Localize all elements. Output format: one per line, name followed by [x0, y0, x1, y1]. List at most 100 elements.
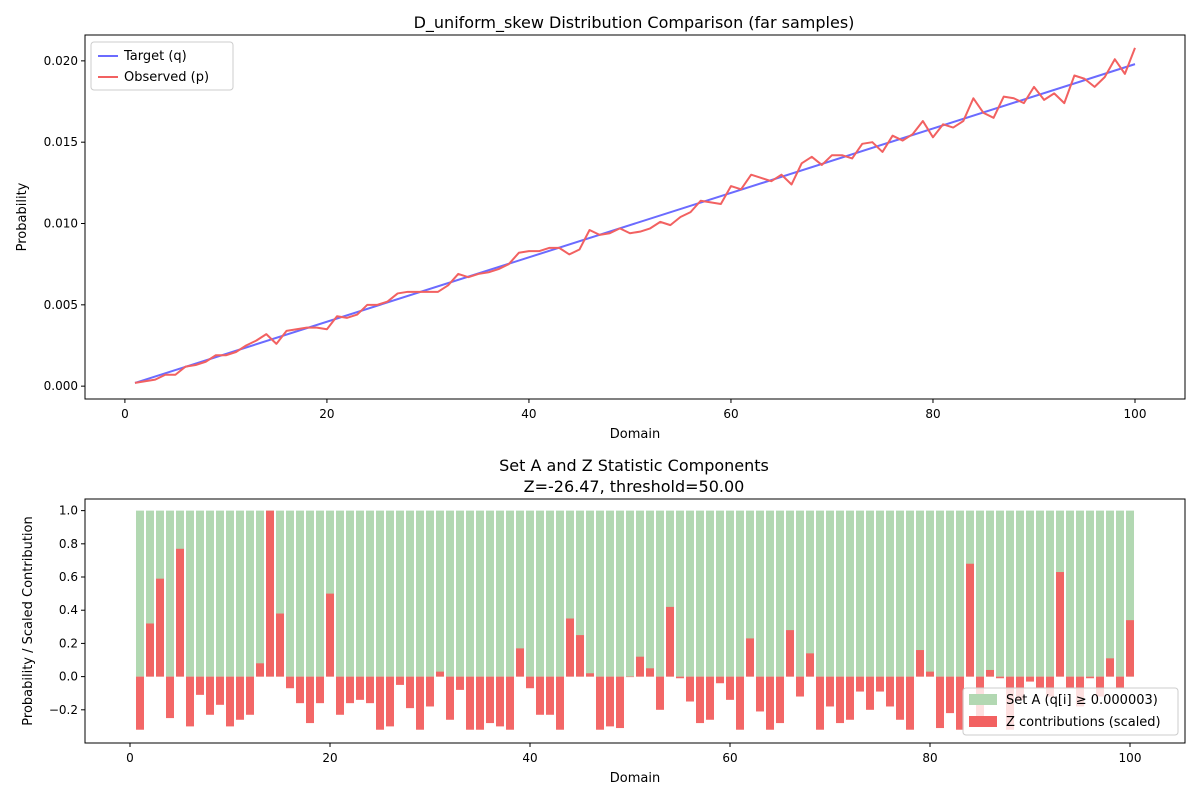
set-a-bar — [746, 510, 754, 677]
bottom-y-axis-label: Probability / Scaled Contribution — [21, 516, 36, 725]
y-tick-label: 0.000 — [44, 379, 78, 393]
set-a-bar — [936, 510, 944, 677]
z-contribution-bar — [616, 676, 624, 729]
z-contribution-bar — [806, 653, 814, 677]
set-a-bar — [766, 510, 774, 677]
set-a-bar — [486, 510, 494, 677]
set-a-bar — [276, 510, 284, 677]
z-contribution-bar — [196, 676, 204, 695]
z-contribution-bar — [326, 593, 334, 677]
z-contribution-bar — [816, 676, 824, 730]
z-contribution-bar — [296, 676, 304, 704]
z-contribution-bar — [356, 676, 364, 700]
z-contribution-bar — [1056, 572, 1064, 677]
z-contribution-bar — [596, 676, 604, 730]
set-a-bar — [426, 510, 434, 677]
z-contribution-bar — [636, 656, 644, 677]
z-contribution-bar — [366, 676, 374, 704]
set-a-bar — [726, 510, 734, 677]
z-contribution-bar — [946, 676, 954, 714]
set-a-bar — [606, 510, 614, 677]
set-a-bar — [566, 510, 574, 677]
set-a-bar — [1086, 510, 1094, 677]
z-contribution-bar — [176, 548, 184, 677]
set-a-bar — [776, 510, 784, 677]
z-contribution-bar — [966, 563, 974, 677]
z-contribution-bar — [456, 676, 464, 690]
y-tick-label: 1.0 — [59, 504, 78, 518]
y-tick-label: −0.2 — [49, 703, 78, 717]
z-contribution-bar — [1036, 676, 1044, 689]
z-contribution-bar — [546, 676, 554, 715]
top-line-chart: D_uniform_skew Distribution Comparison (… — [15, 13, 1186, 442]
z-contribution-bar — [226, 676, 234, 727]
set-a-bar — [946, 510, 954, 677]
set-a-bar — [576, 510, 584, 677]
set-a-bar — [196, 510, 204, 677]
set-a-bar — [1076, 510, 1084, 677]
z-contribution-bar — [626, 676, 634, 678]
z-contribution-bar — [606, 676, 614, 727]
set-a-bar — [706, 510, 714, 677]
bottom-legend: Set A (q[i] ≥ 0.000003) Z contributions … — [962, 687, 1179, 736]
z-contribution-bar — [776, 676, 784, 724]
set-a-bar — [856, 510, 864, 677]
z-contribution-bar — [1066, 676, 1074, 689]
set-a-bar — [756, 510, 764, 677]
set-a-bar — [466, 510, 474, 677]
x-tick-label: 40 — [521, 407, 536, 421]
z-contribution-bar — [796, 676, 804, 697]
z-contribution-bar — [146, 623, 154, 677]
set-a-bar — [586, 510, 594, 677]
set-a-bar — [626, 510, 634, 677]
set-a-bar — [1066, 510, 1074, 677]
z-contribution-bar — [1096, 676, 1104, 697]
z-contribution-bar — [846, 676, 854, 720]
set-a-bar — [456, 510, 464, 677]
legend-label-target: Target (q) — [123, 49, 187, 64]
set-a-bar — [286, 510, 294, 677]
z-contribution-bar — [926, 671, 934, 677]
set-a-bar — [616, 510, 624, 677]
set-a-bar — [306, 510, 314, 677]
z-contribution-bar — [316, 676, 324, 704]
set-a-bar — [476, 510, 484, 677]
set-a-bar — [526, 510, 534, 677]
set-a-bar — [1116, 510, 1124, 677]
y-tick-label: 0.2 — [59, 636, 78, 650]
z-contribution-bar — [646, 668, 654, 677]
set-a-bar — [396, 510, 404, 677]
bottom-chart-title: Set A and Z Statistic Components — [499, 456, 769, 475]
z-contribution-bar — [486, 676, 494, 724]
y-tick-label: 0.010 — [44, 217, 78, 231]
bottom-x-axis-label: Domain — [610, 771, 660, 786]
set-a-bar — [826, 510, 834, 677]
top-legend-box — [90, 41, 234, 91]
z-contribution-bar — [396, 676, 404, 685]
z-contribution-bar — [156, 578, 164, 677]
z-contribution-bar — [906, 676, 914, 730]
z-contribution-bar — [336, 676, 344, 715]
z-contribution-bar — [446, 676, 454, 720]
z-contribution-bar — [216, 676, 224, 705]
set-a-bar — [296, 510, 304, 677]
z-contribution-bar — [836, 676, 844, 724]
z-contribution-bar — [786, 630, 794, 677]
set-a-bar — [506, 510, 514, 677]
x-tick-label: 100 — [1119, 751, 1142, 765]
set-a-bar — [846, 510, 854, 677]
z-contribution-bar — [556, 676, 564, 730]
set-a-bar — [186, 510, 194, 677]
z-contribution-bar — [236, 676, 244, 720]
z-contribution-bar — [286, 676, 294, 689]
z-contribution-bar — [256, 663, 264, 677]
set-a-bar — [546, 510, 554, 677]
z-contribution-bar — [506, 676, 514, 730]
set-a-bar — [866, 510, 874, 677]
z-contribution-bar — [936, 676, 944, 729]
z-contribution-bar — [136, 676, 144, 730]
set-a-bar — [1036, 510, 1044, 677]
z-contribution-bar — [436, 671, 444, 677]
set-a-bar — [796, 510, 804, 677]
y-tick-label: 0.020 — [44, 54, 78, 68]
